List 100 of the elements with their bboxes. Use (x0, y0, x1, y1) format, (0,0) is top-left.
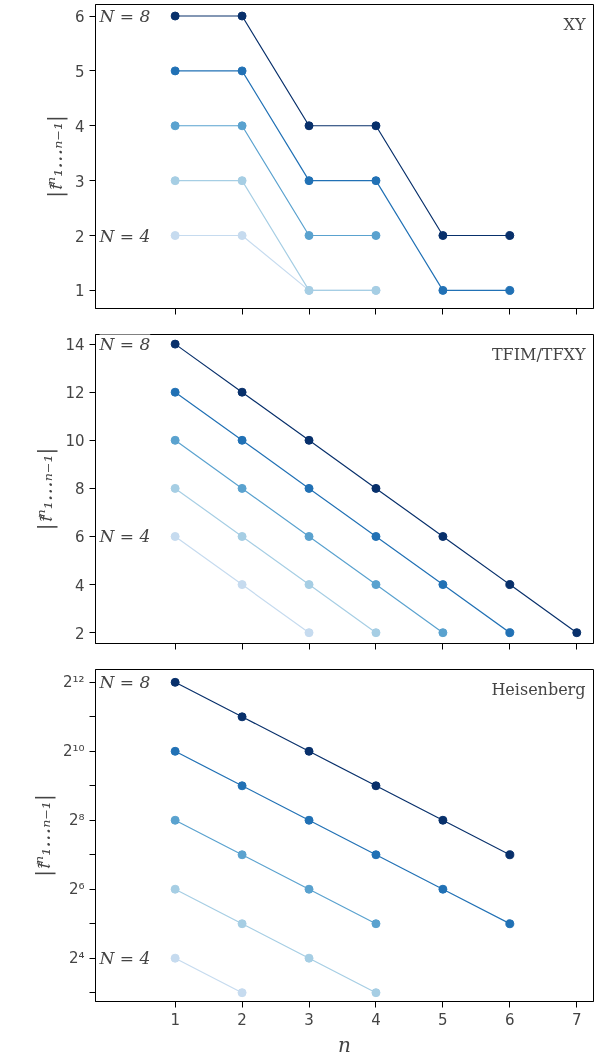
point (505, 580, 515, 590)
point (170, 532, 180, 541)
point (304, 953, 314, 963)
point (505, 850, 515, 860)
y-tick-label: 6 (74, 8, 85, 27)
annotation: N = 8 (98, 672, 151, 693)
point (237, 435, 247, 445)
point (371, 580, 381, 590)
point (505, 285, 515, 295)
point (304, 532, 314, 541)
y-tick-label: 2¹² (62, 673, 85, 692)
point (371, 176, 381, 186)
point (170, 953, 180, 963)
y-tick-label: 6 (74, 528, 85, 547)
point (304, 176, 314, 186)
point (237, 712, 247, 722)
point (304, 435, 314, 445)
text: Heisenberg (491, 679, 586, 699)
text: XY (563, 14, 586, 34)
x-tick-label: 6 (505, 1010, 515, 1029)
point (237, 988, 247, 998)
y-tick-label: 2⁶ (68, 880, 85, 899)
point (237, 483, 247, 493)
point (237, 176, 247, 186)
point (371, 483, 381, 493)
point (170, 66, 180, 76)
x-tick-label: 7 (571, 1010, 582, 1029)
point (304, 746, 314, 756)
point (237, 121, 247, 131)
point (371, 781, 381, 791)
y-tick-label: 10 (65, 432, 85, 451)
point (438, 532, 448, 541)
point (237, 387, 247, 397)
point (170, 121, 180, 131)
point (237, 919, 247, 929)
annotation: N = 4 (98, 225, 151, 246)
x-tick-label: 4 (371, 1010, 381, 1029)
x-tick-label: 2 (237, 1010, 247, 1029)
point (438, 285, 448, 295)
point (170, 339, 180, 349)
y-tick-label: 2 (74, 227, 85, 246)
point (438, 815, 448, 825)
point (237, 532, 247, 541)
point (371, 919, 381, 929)
point (505, 231, 515, 241)
x-tick-label: 5 (438, 1010, 448, 1029)
x-axis-title: n (338, 1032, 351, 1057)
point (237, 781, 247, 791)
annotation: N = 8 (98, 334, 151, 355)
y-axis-title: |𝔱̃ⁿ₁…ₙ₋₁| (30, 794, 56, 877)
point (371, 231, 381, 241)
point (371, 988, 381, 998)
x-tick-label: 3 (304, 1010, 314, 1029)
point (371, 628, 381, 638)
point (438, 231, 448, 241)
point (371, 121, 381, 131)
point (170, 231, 180, 241)
text: TFIM/TFXY (491, 344, 586, 364)
y-tick-label: 3 (74, 172, 85, 191)
annotation: N = 4 (98, 526, 151, 547)
y-axis-title: |𝔱̃ⁿ₁…ₙ₋₁| (42, 115, 68, 198)
point (237, 66, 247, 76)
point (170, 677, 180, 687)
x-tick-label: 1 (170, 1010, 180, 1029)
y-tick-label: 12 (65, 384, 85, 403)
point (170, 746, 180, 756)
point (170, 815, 180, 825)
point (237, 850, 247, 860)
point (572, 628, 582, 638)
point (505, 919, 515, 929)
point (371, 850, 381, 860)
point (304, 580, 314, 590)
y-axis-title: |𝔱̃ⁿ₁…ₙ₋₁| (33, 447, 59, 531)
point (237, 231, 247, 241)
point (304, 231, 314, 241)
y-tick-label: 8 (74, 480, 85, 499)
y-tick-label: 2 (74, 624, 85, 643)
point (505, 628, 515, 638)
point (170, 884, 180, 894)
point (237, 11, 247, 21)
y-tick-label: 2⁸ (68, 811, 85, 830)
y-tick-label: 4 (74, 117, 85, 136)
y-tick-label: 5 (74, 62, 85, 81)
y-tick-label: 2¹⁰ (62, 742, 85, 761)
point (237, 580, 247, 590)
point (304, 815, 314, 825)
point (304, 121, 314, 131)
point (170, 387, 180, 397)
y-tick-label: 1 (74, 282, 85, 301)
point (170, 435, 180, 445)
y-tick-label: 2⁴ (68, 949, 85, 968)
point (304, 628, 314, 638)
point (438, 628, 448, 638)
point (304, 483, 314, 493)
point (438, 580, 448, 590)
annotation: N = 8 (98, 6, 151, 27)
annotation: N = 4 (98, 948, 151, 969)
point (170, 176, 180, 186)
point (170, 11, 180, 21)
y-tick-label: 14 (65, 336, 85, 355)
